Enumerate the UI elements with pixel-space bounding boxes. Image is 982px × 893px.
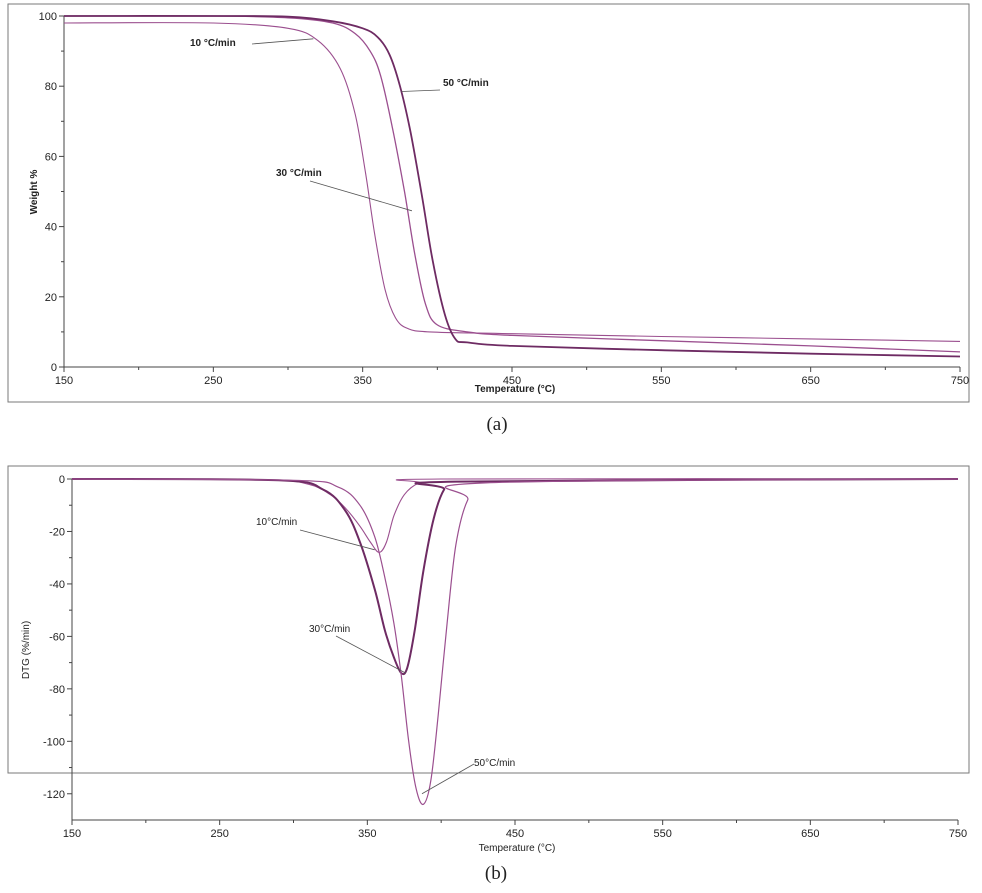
y-tick-label: -120 (43, 789, 65, 801)
y-tick-label: -100 (43, 736, 65, 748)
x-tick-label: 550 (653, 828, 671, 840)
y-tick-label: -60 (49, 631, 65, 643)
series-line-50-c-min (63, 15, 961, 358)
x-tick-label: 750 (951, 375, 969, 387)
tga-chart-panel: 0 20 40 60 80 100 150 250 350 450 550 650 750 10 °C… (7, 3, 970, 403)
series-line-30-c-min (71, 478, 959, 676)
annotation-leader-line (309, 180, 413, 212)
panel-b-frame (7, 465, 970, 774)
panel-b-x-axis-label: Temperature (°C) (479, 843, 556, 854)
x-tick-label: 150 (55, 375, 73, 387)
series-line-10-c-min (63, 22, 961, 342)
x-tick-label: 350 (353, 375, 371, 387)
panel-a-y-axis-label: Weight % (29, 169, 40, 214)
series-line-10-c-min (71, 478, 959, 553)
annotation-leader-line (251, 38, 314, 45)
x-tick-label: 150 (63, 828, 81, 840)
x-tick-label: 750 (949, 828, 967, 840)
annotation-label: 50°C/min (474, 758, 515, 769)
x-tick-label: 450 (503, 375, 521, 387)
annotation-label: 50 °C/min (443, 78, 489, 89)
annotation-label: 30°C/min (309, 624, 350, 635)
x-tick-label: 650 (801, 828, 819, 840)
series-line-30-c-min (63, 15, 961, 353)
annotation-label: 10 °C/min (190, 38, 236, 49)
y-tick-label: -40 (49, 579, 65, 591)
x-tick-label: 250 (210, 828, 228, 840)
panel-b-y-axis-label: DTG (%/min) (21, 621, 32, 679)
annotation-leader-line (421, 763, 475, 795)
annotation-leader-line (299, 529, 375, 551)
annotation-label: 30 °C/min (276, 168, 322, 179)
dtg-chart-panel: 0 -20 -40 -60 -80 -100 -120 150 250 350 450 550 650… (7, 465, 970, 854)
y-tick-label: 80 (45, 81, 57, 93)
y-tick-label: 100 (39, 11, 57, 23)
y-tick-label: 40 (45, 222, 57, 234)
x-tick-label: 450 (506, 828, 524, 840)
x-tick-label: 650 (801, 375, 819, 387)
x-tick-label: 350 (358, 828, 376, 840)
caption-a: (a) (486, 414, 507, 435)
y-tick-label: 0 (59, 474, 65, 486)
annotation-leader-line (401, 89, 441, 92)
y-tick-label: -80 (49, 684, 65, 696)
y-tick-label: 0 (51, 362, 57, 374)
panel-a-x-axis-label: Temperature (°C) (475, 384, 556, 395)
annotation-label: 10°C/min (256, 517, 297, 528)
y-tick-label: 60 (45, 151, 57, 163)
x-tick-label: 250 (204, 375, 222, 387)
panel-a-frame (7, 3, 970, 403)
x-tick-label: 550 (652, 375, 670, 387)
y-tick-label: -20 (49, 526, 65, 538)
annotation-leader-line (335, 635, 406, 674)
y-tick-label: 20 (45, 292, 57, 304)
series-line-50-c-min (71, 478, 959, 806)
caption-b: (b) (485, 863, 507, 884)
